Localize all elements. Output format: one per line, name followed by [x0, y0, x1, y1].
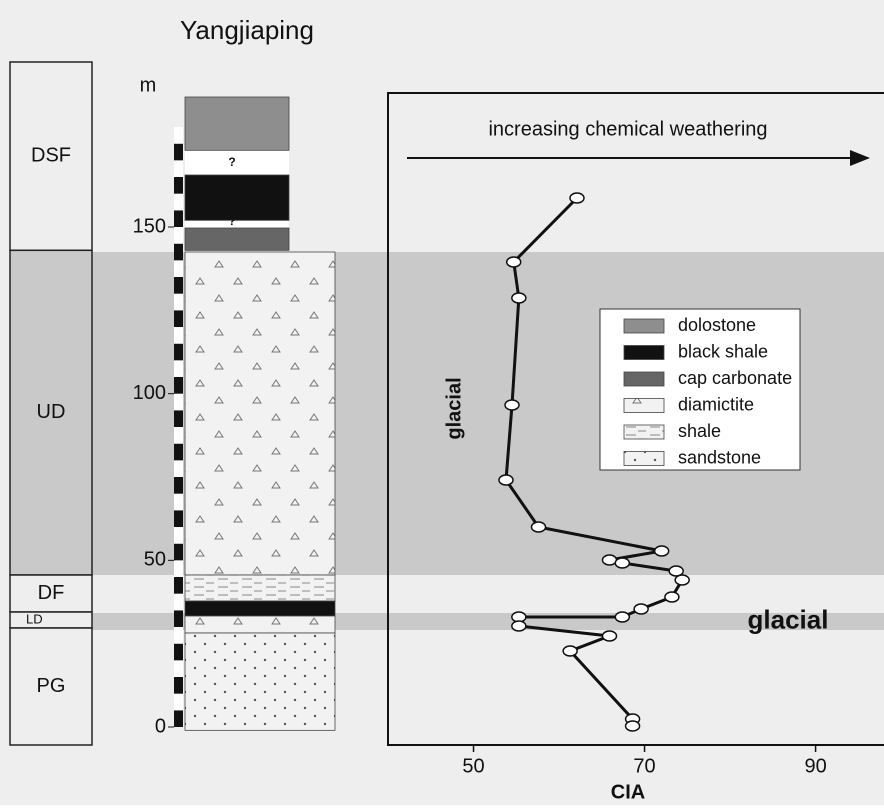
formation-label: DSF [31, 144, 71, 166]
scale-bar-segment [174, 644, 183, 661]
cia-point [563, 646, 577, 656]
scale-bar-segment [174, 560, 183, 577]
uncertain-mark: ? [228, 155, 235, 169]
scale-bar-segment [174, 577, 183, 594]
lithology-layer [185, 601, 335, 616]
legend-swatch [624, 319, 664, 333]
cia-point [602, 631, 616, 641]
y-tick-label: 150 [133, 215, 166, 237]
y-tick-label: 100 [133, 382, 166, 404]
cia-point [615, 558, 629, 568]
scale-bar-segment [174, 277, 183, 294]
lithology-layer [185, 616, 335, 633]
chart-title: Yangjiaping [180, 15, 314, 45]
scale-bar-segment [174, 327, 183, 344]
scale-bar-segment [174, 527, 183, 544]
cia-point [507, 257, 521, 267]
scale-bar-segment [174, 127, 183, 144]
scale-bar-segment [174, 210, 183, 227]
lithology-layer [185, 575, 335, 601]
scale-bar-segment [174, 160, 183, 177]
y-tick-label: 0 [155, 715, 166, 737]
x-tick-label: 50 [462, 755, 484, 777]
scale-bar-segment [174, 360, 183, 377]
scale-bar-segment [174, 427, 183, 444]
legend-label: cap carbonate [678, 368, 792, 388]
cia-point [602, 555, 616, 565]
formation-label: DF [38, 582, 65, 604]
scale-bar-segment [174, 260, 183, 277]
x-tick-label: 70 [633, 755, 655, 777]
scale-bar-segment [174, 227, 183, 244]
cia-point [615, 612, 629, 622]
cia-point [626, 721, 640, 731]
scale-bar-segment [174, 294, 183, 311]
scale-bar-segment [174, 444, 183, 461]
cia-point [675, 575, 689, 585]
uncertain-mark: ? [228, 214, 235, 228]
figure: DSF UD DF LD PG?? 0 50 100 150 glacial glacial 50 7… [0, 0, 884, 805]
cia-point [505, 400, 519, 410]
scale-bar-segment [174, 494, 183, 511]
cia-point [512, 621, 526, 631]
scale-bar-segment [174, 460, 183, 477]
legend-swatch [624, 372, 664, 386]
scale-bar-segment [174, 477, 183, 494]
scale-bar-segment [174, 694, 183, 711]
band-label: glacial [443, 377, 465, 439]
lithology-layer [185, 633, 335, 730]
scale-bar-segment [174, 710, 183, 727]
x-axis-label: CIA [611, 781, 645, 803]
lithology-layer [185, 175, 289, 220]
scale-bar-segment [174, 627, 183, 644]
scale-bar-segment [174, 310, 183, 327]
cia-point [570, 193, 584, 203]
legend-swatch [624, 425, 664, 439]
formation-label: PG [37, 675, 66, 697]
cia-point [655, 546, 669, 556]
scale-bar-segment [174, 544, 183, 561]
cia-point [634, 604, 648, 614]
scale-bar-segment [174, 244, 183, 261]
legend-swatch [624, 346, 664, 360]
legend-label: sandstone [678, 447, 761, 467]
scale-bar-segment [174, 194, 183, 211]
lithology-layer [185, 97, 289, 150]
cia-point [665, 592, 679, 602]
annotation: increasing chemical weathering [488, 118, 767, 140]
legend-swatch [624, 452, 664, 466]
legend-label: black shale [678, 341, 768, 361]
lithology-layer [185, 252, 335, 575]
y-tick-label: 50 [144, 549, 166, 571]
legend-label: dolostone [678, 315, 756, 335]
x-tick-label: 90 [804, 755, 826, 777]
scale-bar-segment [174, 410, 183, 427]
formation [10, 612, 92, 628]
formation-label: LD [26, 611, 43, 626]
legend-label: diamictite [678, 394, 754, 414]
y-axis-label: m [140, 74, 157, 96]
scale-bar-segment [174, 660, 183, 677]
scale-bar-segment [174, 144, 183, 161]
scale-bar-segment [174, 394, 183, 411]
scale-bar-segment [174, 677, 183, 694]
scale-bar-segment [174, 177, 183, 194]
band-label: glacial [748, 604, 829, 634]
cia-point [499, 475, 513, 485]
cia-point [512, 293, 526, 303]
formation-label: UD [37, 401, 66, 423]
lithology-layer [185, 228, 289, 250]
scale-bar-segment [174, 344, 183, 361]
cia-point [532, 522, 546, 532]
scale-bar-segment [174, 510, 183, 527]
scale-bar-segment [174, 610, 183, 627]
legend-label: shale [678, 421, 721, 441]
scale-bar-segment [174, 377, 183, 394]
legend-swatch [624, 399, 664, 413]
scale-bar-segment [174, 594, 183, 611]
